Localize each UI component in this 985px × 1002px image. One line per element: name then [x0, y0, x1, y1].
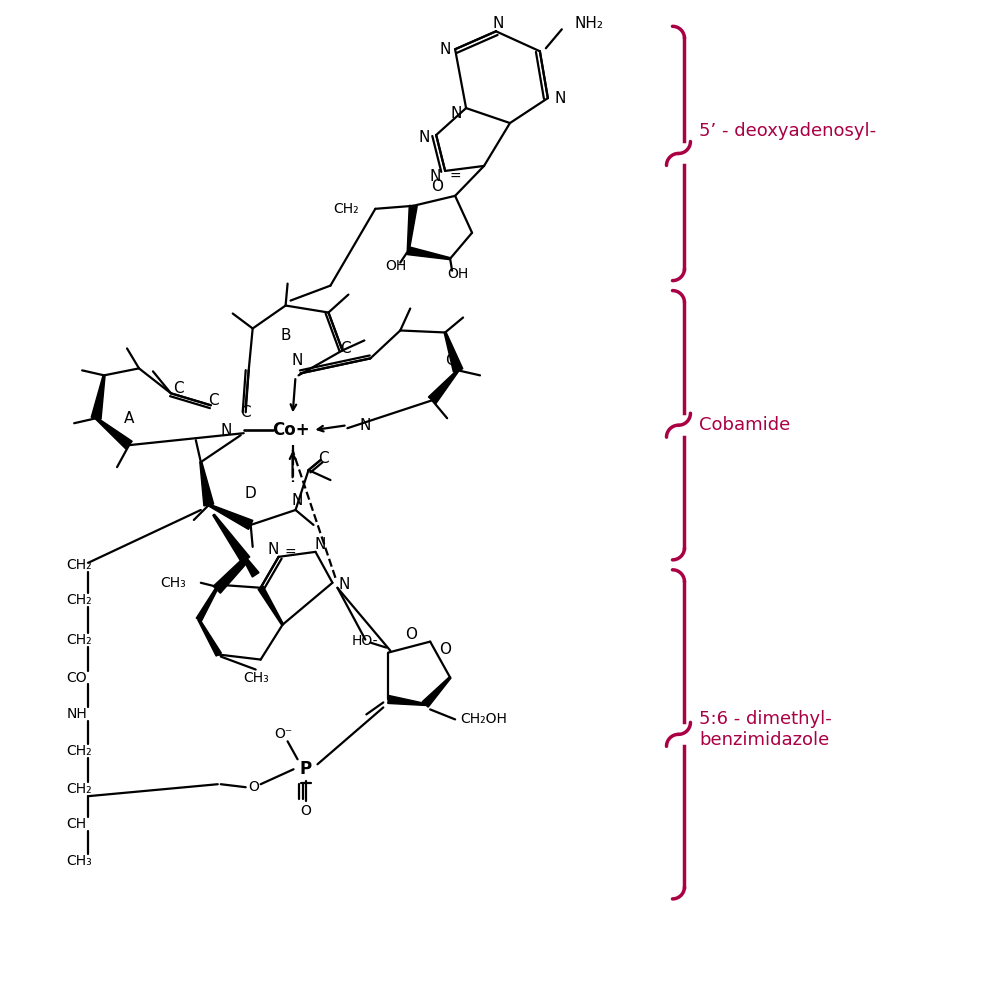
Polygon shape	[407, 205, 418, 250]
Text: O: O	[405, 627, 418, 642]
Text: CH₂: CH₂	[66, 783, 92, 797]
Polygon shape	[423, 676, 451, 707]
Text: N: N	[360, 418, 371, 433]
Text: N: N	[429, 169, 441, 184]
Polygon shape	[388, 695, 426, 705]
Text: CH: CH	[66, 817, 87, 831]
Text: C: C	[445, 353, 455, 368]
Polygon shape	[428, 370, 459, 404]
Text: N: N	[492, 16, 503, 31]
Text: 5’ - deoxyadenosyl-: 5’ - deoxyadenosyl-	[699, 122, 877, 140]
Text: =: =	[285, 546, 296, 560]
Text: NH₂: NH₂	[575, 16, 604, 31]
Text: N: N	[439, 42, 451, 57]
Polygon shape	[209, 504, 253, 529]
Text: C: C	[340, 341, 351, 356]
Polygon shape	[96, 418, 132, 449]
Text: OH: OH	[386, 259, 407, 273]
Text: N: N	[268, 542, 280, 557]
Text: OH: OH	[447, 267, 469, 281]
Polygon shape	[244, 559, 259, 577]
Polygon shape	[258, 586, 284, 625]
Text: A: A	[124, 411, 134, 426]
Text: CH₂: CH₂	[66, 632, 92, 646]
Text: N: N	[450, 105, 462, 120]
Polygon shape	[408, 246, 450, 260]
Text: O⁻: O⁻	[275, 727, 293, 741]
Text: O: O	[300, 805, 311, 819]
Text: O: O	[439, 642, 451, 657]
Text: CH₂: CH₂	[333, 201, 359, 215]
Text: CH₃: CH₃	[66, 854, 92, 868]
Text: B: B	[281, 328, 291, 343]
Polygon shape	[92, 375, 105, 419]
Text: 5:6 - dimethyl-
benzimidazole: 5:6 - dimethyl- benzimidazole	[699, 710, 832, 748]
Text: P: P	[299, 761, 311, 779]
Text: HO-: HO-	[352, 633, 378, 647]
Polygon shape	[198, 619, 222, 656]
Text: NH: NH	[66, 707, 87, 721]
Text: O: O	[431, 179, 443, 194]
Text: D: D	[245, 486, 256, 501]
Text: O: O	[248, 781, 259, 795]
Polygon shape	[196, 584, 220, 621]
Text: N: N	[292, 353, 303, 368]
Text: Co+: Co+	[272, 421, 309, 439]
Text: N: N	[419, 129, 429, 144]
Text: N: N	[555, 90, 565, 105]
Text: CH₃: CH₃	[161, 576, 186, 590]
Text: CH₂: CH₂	[66, 593, 92, 607]
Text: CH₂: CH₂	[66, 744, 92, 759]
Text: C: C	[173, 381, 184, 396]
Text: C: C	[240, 405, 251, 420]
Polygon shape	[213, 558, 248, 593]
Text: N: N	[339, 577, 350, 592]
Text: CH₃: CH₃	[242, 670, 269, 684]
Text: C: C	[318, 451, 329, 466]
Text: CH₂OH: CH₂OH	[460, 712, 507, 726]
Text: CH₂: CH₂	[66, 558, 92, 572]
Text: C: C	[209, 393, 219, 408]
Text: N: N	[315, 537, 326, 552]
Polygon shape	[213, 514, 250, 563]
Polygon shape	[444, 332, 463, 372]
Text: N: N	[220, 423, 231, 438]
Polygon shape	[200, 462, 214, 506]
Text: Cobamide: Cobamide	[699, 416, 791, 434]
Text: N: N	[292, 493, 303, 507]
Text: =: =	[449, 170, 461, 184]
Text: CO: CO	[66, 670, 87, 684]
